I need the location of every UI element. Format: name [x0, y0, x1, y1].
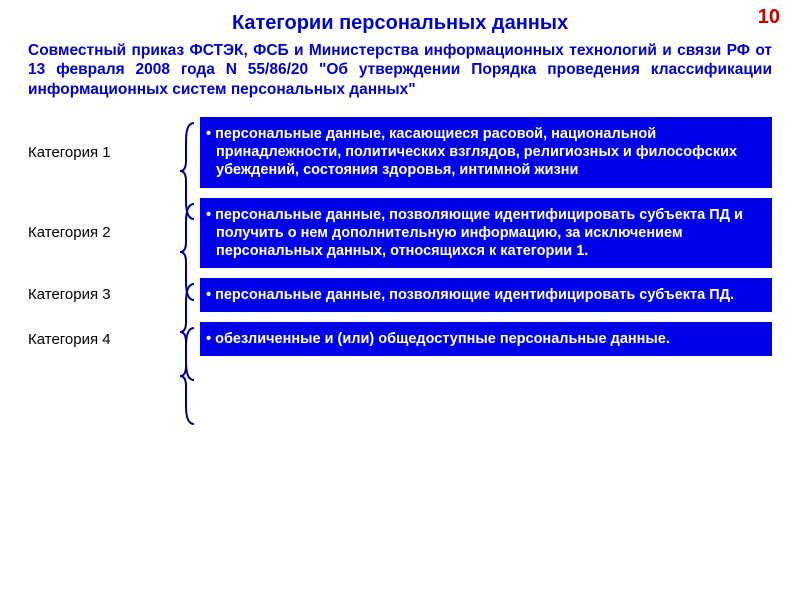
bracket-col	[178, 278, 200, 312]
category-row: Категория 3 персональные данные, позволя…	[28, 278, 772, 312]
category-row: Категория 4 обезличенные и (или) общедос…	[28, 322, 772, 356]
slide: 10 Категории персональных данных Совмест…	[0, 0, 800, 600]
category-box: обезличенные и (или) общедоступные персо…	[200, 322, 772, 356]
bracket-col	[178, 198, 200, 268]
category-box: персональные данные, касающиеся расовой,…	[200, 117, 772, 187]
category-label: Категория 1	[28, 117, 178, 187]
category-text: персональные данные, касающиеся расовой,…	[216, 125, 760, 179]
slide-title: Категории персональных данных	[28, 12, 772, 35]
bracket-col	[178, 322, 200, 356]
category-row: Категория 1 персональные данные, касающи…	[28, 117, 772, 187]
category-label: Категория 2	[28, 198, 178, 268]
brace-icon	[180, 326, 196, 426]
category-row: Категория 2 персональные данные, позволя…	[28, 198, 772, 268]
category-label: Категория 4	[28, 322, 178, 356]
category-label: Категория 3	[28, 278, 178, 312]
category-text: персональные данные, позволяющие идентиф…	[216, 286, 734, 304]
page-number: 10	[758, 6, 780, 29]
slide-subtitle: Совместный приказ ФСТЭК, ФСБ и Министерс…	[28, 41, 772, 99]
bracket-col	[178, 117, 200, 187]
category-box: персональные данные, позволяющие идентиф…	[200, 198, 772, 268]
category-text: обезличенные и (или) общедоступные персо…	[216, 330, 670, 348]
category-text: персональные данные, позволяющие идентиф…	[216, 206, 760, 260]
category-box: персональные данные, позволяющие идентиф…	[200, 278, 772, 312]
